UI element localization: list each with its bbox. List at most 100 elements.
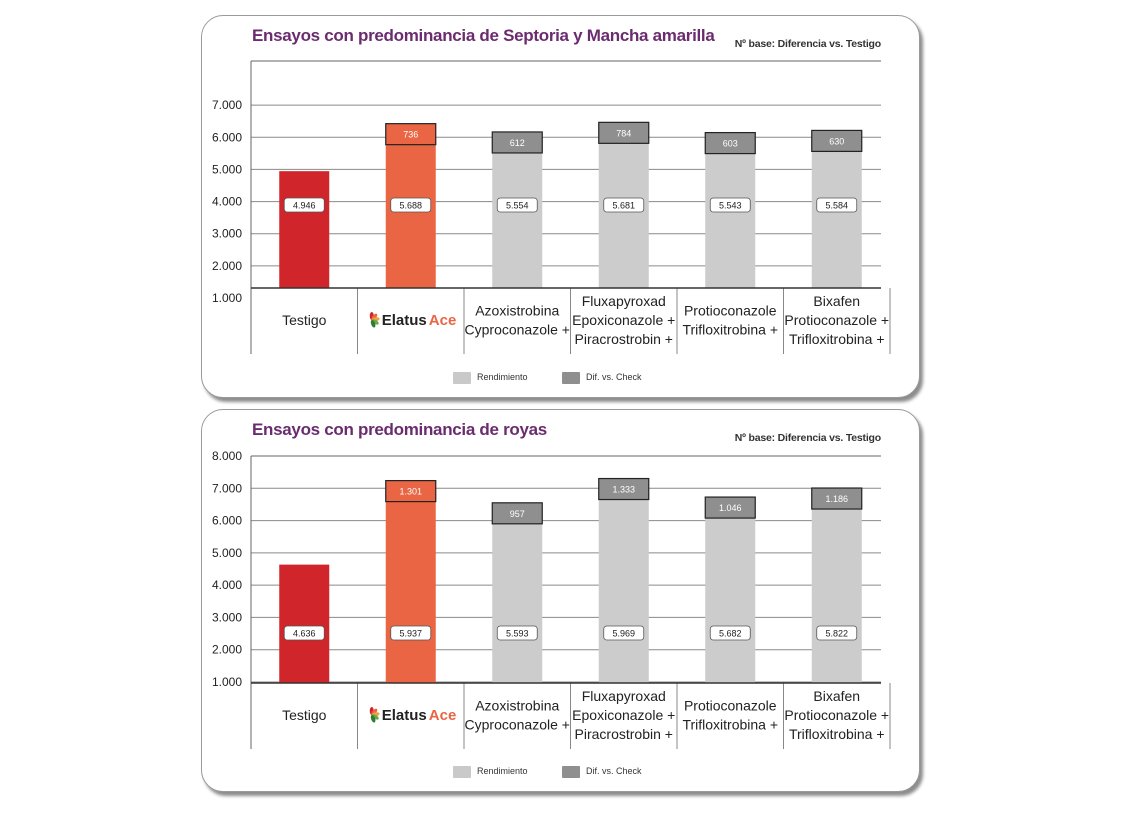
value-label-box (283, 197, 325, 213)
y-tick-label: 6.000 (212, 514, 242, 528)
category-label: Trifloxitrobina + (789, 726, 885, 742)
diff-box (811, 129, 863, 153)
diff-box (811, 487, 863, 510)
logo-text-main: Elatus (382, 312, 427, 329)
diff-label: 1.333 (598, 477, 650, 501)
y-tick-label: 2.000 (212, 259, 242, 273)
value-label-text: 4.636 (293, 629, 316, 639)
logo-text-accent: Ace (429, 707, 457, 724)
legend-swatch-dif (562, 765, 580, 778)
elatus-ace-logo: Elatus Ace (369, 707, 457, 724)
logo-text-main: Elatus (382, 707, 427, 724)
value-label-box (283, 625, 325, 641)
category-label: Fluxapyroxad (582, 293, 666, 309)
value-label-box (390, 625, 432, 641)
diff-label-text: 1.046 (719, 503, 742, 513)
value-label-text: 5.682 (719, 629, 742, 639)
value-label-text: 5.543 (719, 201, 742, 211)
y-tick-label: 2.000 (212, 643, 242, 657)
value-label: 5.822 (816, 625, 858, 641)
category-label: Azoxistrobina (475, 698, 559, 714)
diff-label: 1.186 (811, 487, 863, 510)
value-label: 4.946 (283, 197, 325, 213)
category-label: Piracrostrobin + (575, 331, 673, 347)
value-label-box (603, 625, 645, 641)
value-label: 5.584 (816, 197, 858, 213)
chart-panel-septoria: Ensayos con predominancia de Septoria y … (201, 15, 920, 398)
chart-panel-royas: Ensayos con predominancia de royas Nº bas… (201, 409, 920, 792)
logo-petal (370, 319, 376, 328)
bar-5 (811, 488, 862, 683)
value-label-text: 5.554 (506, 201, 529, 211)
diff-box (704, 131, 756, 155)
legend-item-rendimiento: Rendimiento (453, 764, 528, 778)
y-tick-label: 6.000 (212, 130, 242, 144)
chart-title: Ensayos con predominancia de Septoria y … (252, 26, 715, 45)
bar-chart: 1.000 2.000 3.000 4.000 5.000 6.000 7.000 8.000… (212, 449, 891, 749)
value-label-text: 5.688 (399, 201, 422, 211)
category-label: Protioconazole (684, 698, 777, 714)
legend-item-dif: Dif. vs. Check (562, 370, 642, 384)
category-label: Cyproconazole + (465, 322, 570, 338)
category-label: Protioconazole + (784, 312, 889, 328)
diff-label-text: 1.333 (612, 485, 635, 495)
value-label-box (390, 197, 432, 213)
category-label: Testigo (282, 312, 327, 328)
value-label: 5.937 (390, 625, 432, 641)
value-label-box (496, 197, 538, 213)
logo-text-accent: Ace (429, 312, 457, 329)
value-label-text: 5.937 (399, 629, 422, 639)
category-label: Bixafen (813, 293, 860, 309)
diff-label: 603 (704, 131, 756, 155)
diff-label-text: 957 (510, 509, 525, 519)
legend-swatch-dif (562, 371, 580, 384)
category-label: Trifloxitrobina + (682, 322, 778, 338)
diff-label-text: 603 (723, 139, 738, 149)
value-label: 5.969 (603, 625, 645, 641)
diff-box (598, 477, 650, 501)
value-label-box (816, 625, 858, 641)
diff-label: 736 (385, 123, 437, 146)
value-label: 5.543 (709, 197, 751, 213)
bar-0 (279, 171, 330, 288)
value-label-box (496, 625, 538, 641)
legend-swatch-rendimiento (453, 371, 471, 384)
diff-box (491, 131, 543, 154)
value-label-text: 5.593 (506, 629, 529, 639)
diff-box (598, 121, 650, 144)
bar-0 (279, 564, 330, 683)
diff-label-text: 736 (403, 130, 418, 140)
y-tick-label: 7.000 (212, 481, 242, 495)
legend-label-rendimiento: Rendimiento (477, 766, 528, 776)
legend-label-rendimiento: Rendimiento (477, 372, 528, 382)
y-tick-label: 4.000 (212, 578, 242, 592)
value-label-text: 5.822 (825, 629, 848, 639)
diff-box (385, 123, 437, 146)
diff-label: 1.046 (704, 496, 756, 519)
elatus-leaf-logo-icon (369, 312, 380, 328)
logo-text: Elatus Ace (382, 312, 457, 329)
legend-swatch-rendimiento (453, 765, 471, 778)
diff-label-text: 1.186 (825, 494, 848, 504)
category-label: Testigo (282, 707, 327, 723)
value-label: 5.554 (496, 197, 538, 213)
legend-label-dif: Dif. vs. Check (586, 372, 642, 382)
diff-label-text: 630 (829, 136, 844, 146)
diff-label-text: 612 (510, 138, 525, 148)
value-label: 5.593 (496, 625, 538, 641)
legend-item-rendimiento: Rendimiento (453, 370, 528, 384)
chart-note: Nº base: Diferencia vs. Testigo (734, 38, 881, 50)
bar-1 (385, 480, 436, 683)
diff-box (704, 496, 756, 519)
y-tick-label: 1.000 (212, 291, 242, 305)
elatus-ace-logo: Elatus Ace (369, 312, 457, 329)
y-tick-label: 7.000 (212, 98, 242, 112)
y-tick-label: 3.000 (212, 610, 242, 624)
y-tick-label: 3.000 (212, 227, 242, 241)
chart-note: Nº base: Diferencia vs. Testigo (734, 432, 881, 444)
y-tick-label: 5.000 (212, 162, 242, 176)
value-label-text: 5.681 (612, 201, 635, 211)
diff-label: 612 (491, 131, 543, 154)
value-label-text: 4.946 (293, 201, 316, 211)
y-tick-label: 4.000 (212, 195, 242, 209)
